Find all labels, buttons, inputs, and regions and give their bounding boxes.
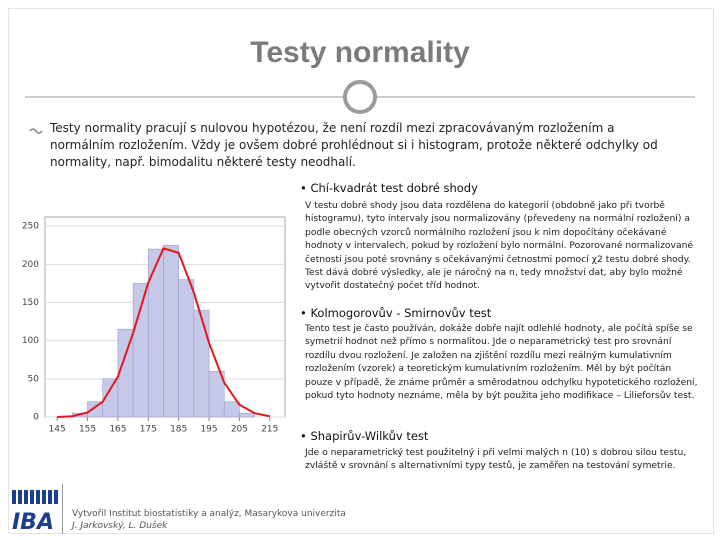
y-tick-label: 100	[22, 336, 39, 346]
y-tick-label: 0	[33, 413, 39, 423]
bar	[163, 244, 179, 418]
logo-stripes	[12, 490, 58, 504]
y-tick-label: 50	[28, 374, 40, 384]
heading-text: Kolmogorovův - Smirnovův test	[310, 306, 492, 320]
x-tick-label: 165	[109, 425, 126, 435]
footer-rule	[62, 484, 63, 534]
x-tick-label: 195	[200, 425, 217, 435]
x-tick-label: 215	[261, 425, 278, 435]
x-tick-label: 185	[170, 425, 187, 435]
section-text: V testu dobré shody jsou data rozdělena …	[305, 200, 694, 292]
bar	[239, 412, 255, 418]
logo: IBA	[12, 510, 54, 535]
bar	[193, 309, 210, 418]
y-tick-label: 250	[22, 222, 39, 232]
x-tick-label: 205	[231, 425, 248, 435]
divider	[25, 80, 695, 114]
frame	[8, 8, 714, 534]
bar	[132, 283, 149, 418]
bar	[147, 248, 164, 418]
bullet-icon	[29, 128, 43, 134]
y-tick-label: 150	[22, 298, 39, 308]
section-heading: • Chí-kvadrát test dobré shody	[300, 181, 478, 195]
footer-text: Vytvořil Institut biostatistiky a analýz…	[72, 509, 346, 519]
x-tick-label: 175	[140, 425, 157, 435]
intro-text: Testy normality pracují s nulovou hypoté…	[50, 121, 658, 169]
footer-authors: J. Jarkovský, L. Dušek	[72, 521, 168, 531]
section-text: Tento test je často používán, dokáže dob…	[305, 323, 698, 402]
section-text: Jde o neparametrický test použitelný i p…	[305, 447, 687, 472]
normal-curve	[57, 247, 271, 418]
x-tick-label: 145	[49, 425, 66, 435]
x-tick-label: 155	[79, 425, 96, 435]
heading-text: Shapirův-Wilkův test	[310, 429, 429, 443]
heading-text: Chí-kvadrát test dobré shody	[310, 181, 478, 195]
title: Testy normality	[250, 36, 470, 69]
histogram: 0 50 100 150 200 250 145 155 165 175 185 195 205 215	[22, 216, 286, 435]
section-heading: • Shapirův-Wilkův test	[300, 429, 429, 443]
y-tick-label: 200	[22, 260, 39, 270]
bar	[178, 279, 195, 418]
bar	[223, 401, 240, 418]
section-heading: • Kolmogorovův - Smirnovův test	[300, 306, 492, 320]
bar	[208, 370, 225, 418]
